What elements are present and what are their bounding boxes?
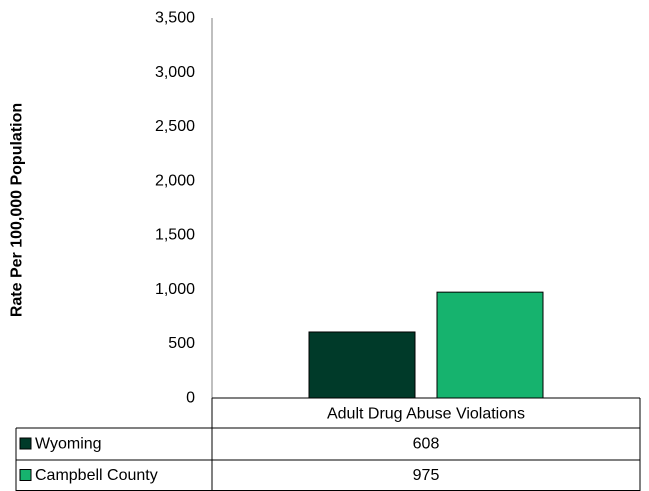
y-axis-ticks: 0 500 1,000 1,500 2,000 2,500 3,000 3,500 xyxy=(155,10,195,407)
data-table: Adult Drug Abuse Violations Wyoming 608 Cam… xyxy=(15,398,641,491)
axes xyxy=(211,18,640,399)
y-tick-label: 0 xyxy=(186,390,195,407)
y-tick-label: 3,000 xyxy=(155,64,195,81)
legend-label: Wyoming xyxy=(35,436,102,453)
y-tick-label: 1,500 xyxy=(155,227,195,244)
legend-label: Campbell County xyxy=(35,467,158,484)
table-value: 608 xyxy=(413,436,440,453)
x-category-label: Adult Drug Abuse Violations xyxy=(327,406,525,423)
legend-swatch xyxy=(19,469,32,481)
y-tick-label: 2,500 xyxy=(155,118,195,135)
y-tick-label: 1,000 xyxy=(155,281,195,298)
y-tick-label: 3,500 xyxy=(155,10,195,27)
y-tick-label: 2,000 xyxy=(155,172,195,189)
y-tick-label: 500 xyxy=(168,335,195,352)
table-value: 975 xyxy=(413,467,440,484)
legend-swatch xyxy=(19,437,32,450)
bar-campbell-county xyxy=(436,291,544,399)
bar-wyoming xyxy=(308,331,416,399)
bars xyxy=(308,291,544,399)
y-axis-label: Rate Per 100,000 Population xyxy=(9,103,26,317)
